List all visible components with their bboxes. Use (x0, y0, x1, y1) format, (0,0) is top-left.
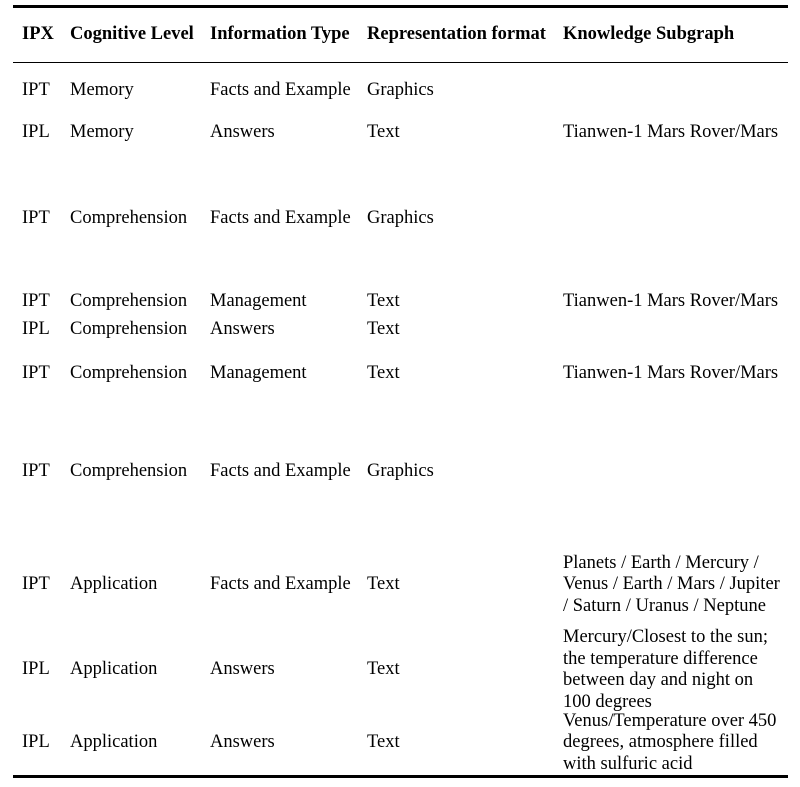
table-row: IPL Memory Answers Text Tianwen-1 Mars R… (13, 122, 788, 143)
table-row: IPT Comprehension Management Text Tianwe… (13, 291, 788, 312)
cell-cognitive-level: Memory (70, 79, 134, 100)
table-row: IPT Memory Facts and Example Graphics (13, 80, 788, 101)
cell-knowledge-subgraph: Tianwen-1 Mars Rover/Mars (563, 121, 779, 142)
table-header-rule (13, 61, 788, 63)
table-top-rule (13, 5, 788, 8)
table-header-row: IPX Cognitive Level Information Type Rep… (13, 8, 788, 62)
cell-ipx: IPL (22, 318, 50, 339)
table-row: IPT Comprehension Management Text Tianwe… (13, 363, 788, 384)
cell-cognitive-level: Comprehension (70, 460, 188, 481)
cell-cognitive-level: Comprehension (70, 290, 188, 311)
header-cell-information-type: Information Type (210, 23, 350, 44)
cell-information-type: Answers (210, 318, 275, 339)
cell-cognitive-level: Comprehension (70, 318, 188, 339)
cell-knowledge-subgraph: Tianwen-1 Mars Rover/Mars (563, 362, 779, 383)
cell-ipx: IPL (22, 659, 50, 680)
cell-ipx: IPL (22, 121, 50, 142)
cell-representation-format: Text (367, 574, 400, 595)
cell-representation-format: Graphics (367, 207, 434, 228)
table-row: IPT Comprehension Facts and Example Grap… (13, 208, 788, 229)
cell-representation-format: Text (367, 659, 400, 680)
table-row: IPL Application Answers Text Mercury/Clo… (13, 627, 788, 713)
cell-ipx: IPT (22, 79, 50, 100)
cell-knowledge-subgraph: Venus/Temperature over 450 degrees, atmo… (563, 710, 777, 774)
cell-ipx: IPL (22, 732, 50, 753)
table-row: IPT Comprehension Facts and Example Grap… (13, 461, 788, 482)
cell-representation-format: Text (367, 290, 400, 311)
cell-representation-format: Graphics (367, 460, 434, 481)
header-cell-knowledge-subgraph: Knowledge Subgraph (563, 23, 735, 44)
cell-cognitive-level: Application (70, 732, 158, 753)
cell-information-type: Answers (210, 659, 275, 680)
cell-information-type: Management (210, 362, 307, 383)
cell-cognitive-level: Comprehension (70, 362, 188, 383)
cell-information-type: Facts and Example (210, 574, 351, 595)
cell-knowledge-subgraph: Mercury/Closest to the sun; the temperat… (563, 627, 769, 712)
cell-representation-format: Text (367, 362, 400, 383)
table-row: IPT Application Facts and Example Text P… (13, 553, 788, 617)
cell-representation-format: Text (367, 732, 400, 753)
cell-cognitive-level: Comprehension (70, 207, 188, 228)
cell-information-type: Facts and Example (210, 207, 351, 228)
cell-information-type: Answers (210, 732, 275, 753)
header-cell-representation-format: Representation format (367, 23, 546, 44)
table-row: IPL Comprehension Answers Text (13, 319, 788, 340)
cell-information-type: Answers (210, 121, 275, 142)
cell-representation-format: Graphics (367, 79, 434, 100)
cell-ipx: IPT (22, 290, 50, 311)
cell-ipx: IPT (22, 460, 50, 481)
cell-cognitive-level: Application (70, 659, 158, 680)
cell-ipx: IPT (22, 207, 50, 228)
table-bottom-rule (13, 775, 788, 778)
paper-table: IPX Cognitive Level Information Type Rep… (13, 5, 788, 778)
table-row: IPL Application Answers Text Venus/Tempe… (13, 711, 788, 775)
cell-ipx: IPT (22, 362, 50, 383)
cell-knowledge-subgraph: Planets / Earth / Mercury / Venus / Eart… (563, 552, 780, 616)
cell-information-type: Facts and Example (210, 79, 351, 100)
header-cell-ipx: IPX (22, 23, 54, 44)
cell-information-type: Management (210, 290, 307, 311)
cell-knowledge-subgraph: Tianwen-1 Mars Rover/Mars (563, 290, 779, 311)
header-cell-cognitive-level: Cognitive Level (70, 23, 194, 44)
cell-representation-format: Text (367, 121, 400, 142)
cell-cognitive-level: Application (70, 574, 158, 595)
cell-representation-format: Text (367, 318, 400, 339)
cell-information-type: Facts and Example (210, 460, 351, 481)
cell-ipx: IPT (22, 574, 50, 595)
cell-cognitive-level: Memory (70, 121, 134, 142)
